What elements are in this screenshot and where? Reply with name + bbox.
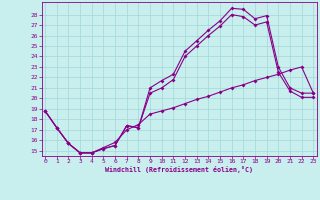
X-axis label: Windchill (Refroidissement éolien,°C): Windchill (Refroidissement éolien,°C)	[105, 166, 253, 173]
